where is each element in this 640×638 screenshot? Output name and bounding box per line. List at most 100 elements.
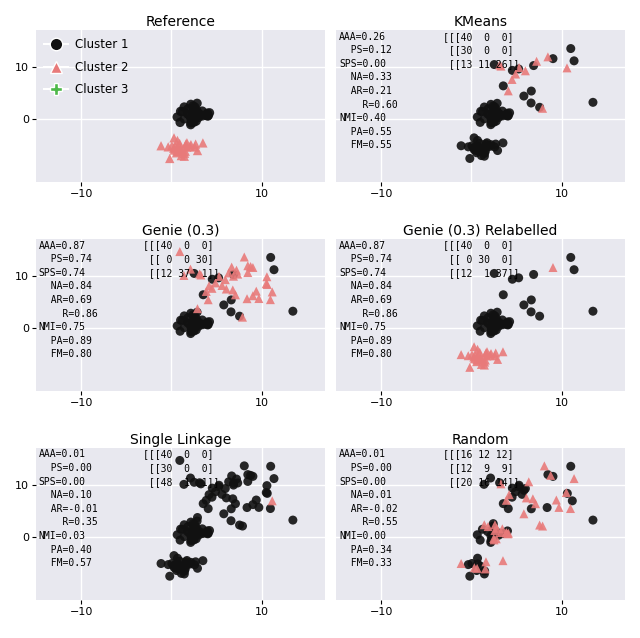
Point [169,341,179,352]
Point [189,115,199,126]
Point [237,312,248,322]
Point [486,558,496,568]
Point [562,63,572,73]
Point [251,77,261,87]
Point [156,140,166,151]
Point [193,530,204,540]
Point [186,118,196,128]
Point [232,269,243,279]
Point [214,271,224,281]
Point [520,274,531,285]
Point [528,494,538,504]
Point [184,110,194,120]
Point [493,528,503,538]
Point [540,252,550,262]
Point [184,528,194,538]
Point [548,262,558,272]
Point [201,110,211,121]
Point [193,526,204,536]
Point [203,503,213,514]
Point [186,264,196,274]
Point [175,38,185,48]
Title: Random: Random [452,433,509,447]
Point [548,471,558,482]
Point [472,141,483,151]
Point [554,502,564,512]
Point [526,516,536,526]
Point [502,320,513,330]
Point [562,480,572,491]
Point [262,279,273,290]
Point [501,318,511,329]
Point [472,321,483,331]
Point [226,86,236,96]
Point [531,265,541,275]
Point [262,480,272,491]
Point [242,293,252,304]
Point [498,346,508,357]
Point [543,59,553,69]
Point [526,98,536,108]
Point [201,110,211,120]
Point [548,54,558,64]
Point [188,519,198,529]
Point [569,56,579,66]
Point [482,138,492,148]
Point [470,560,481,570]
Point [520,484,531,494]
Point [490,108,500,118]
Point [519,300,529,310]
Point [465,362,475,373]
Point [474,564,484,574]
Point [472,112,483,122]
Point [253,85,264,95]
Point [508,274,518,285]
Point [476,315,486,325]
Point [503,503,513,514]
Point [189,326,199,336]
Point [193,112,204,122]
Point [239,461,250,471]
Point [492,314,502,324]
Point [185,350,195,360]
Point [288,306,298,316]
Point [488,312,499,322]
Point [492,105,502,115]
Point [179,151,189,161]
Point [524,59,534,69]
Point [214,482,224,492]
Point [203,529,213,539]
Point [475,138,485,149]
Point [567,78,577,88]
Point [179,520,189,530]
Point [180,564,190,574]
Point [490,560,500,570]
Point [503,319,513,329]
Point [226,503,236,514]
Point [189,142,200,152]
Point [479,357,490,367]
Point [496,110,506,120]
Point [488,309,499,320]
Point [472,350,483,360]
Point [501,286,511,297]
Point [482,560,492,570]
Point [543,267,553,278]
Point [197,315,207,325]
Point [248,82,258,92]
Point [182,109,193,119]
Point [492,98,502,108]
Point [513,272,524,283]
Point [232,60,243,70]
Point [469,563,479,573]
Point [248,262,258,272]
Point [195,60,205,70]
Point [223,268,234,278]
Point [192,98,202,108]
Point [490,520,500,530]
Point [221,284,232,294]
Point [524,477,534,487]
Point [186,329,196,339]
Point [489,107,499,117]
Point [179,531,189,542]
